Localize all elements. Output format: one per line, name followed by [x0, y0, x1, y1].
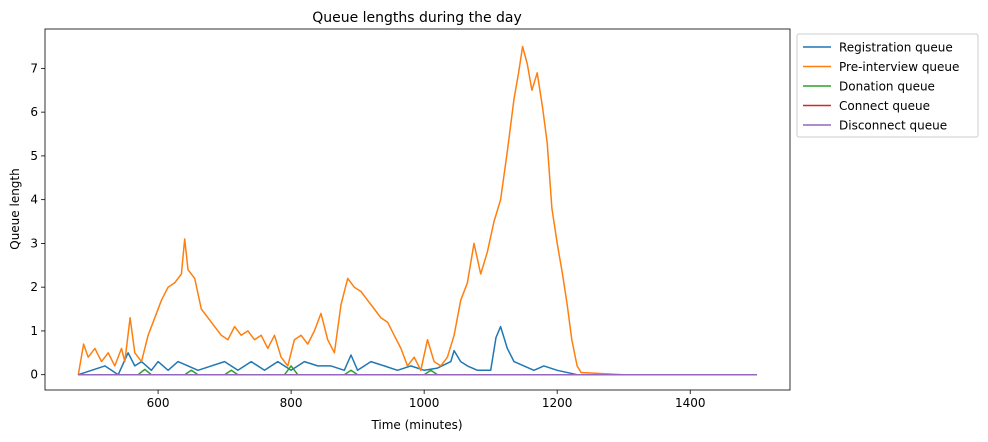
legend-label: Pre-interview queue [839, 60, 959, 74]
legend-label: Connect queue [839, 99, 930, 113]
y-tick-label: 4 [30, 193, 38, 207]
legend-label: Registration queue [839, 41, 953, 55]
plot-lines [77, 45, 757, 376]
x-axis-label: Time (minutes) [370, 418, 462, 432]
y-tick-label: 0 [30, 368, 38, 382]
series-line-registration-queue [78, 325, 757, 376]
y-tick-label: 6 [30, 105, 38, 119]
legend-label: Donation queue [839, 80, 935, 94]
x-tick-label: 600 [147, 396, 170, 410]
y-tick-label: 3 [30, 236, 38, 250]
y-axis-label: Queue length [8, 168, 22, 250]
x-tick-label: 1000 [409, 396, 440, 410]
legend-box [796, 33, 979, 138]
x-axis-ticks: 600 800 1000 1200 1400 [147, 390, 706, 410]
x-tick-label: 1200 [542, 396, 573, 410]
y-tick-label: 2 [30, 280, 38, 294]
y-tick-label: 1 [30, 324, 38, 338]
x-tick-label: 800 [280, 396, 303, 410]
y-axis-ticks: 0 1 2 3 4 5 6 7 [30, 61, 45, 382]
y-tick-label: 7 [30, 61, 38, 75]
x-tick-label: 1400 [675, 396, 706, 410]
series-line-donation-queue [78, 365, 757, 376]
legend: Registration queue Pre-interview queue Don… [796, 33, 979, 138]
y-tick-label: 5 [30, 149, 38, 163]
plot-frame [44, 28, 791, 391]
series-line-pre-interview-queue [77, 45, 757, 376]
legend-label: Disconnect queue [839, 119, 947, 133]
chart-title: Queue lengths during the day [312, 10, 522, 26]
